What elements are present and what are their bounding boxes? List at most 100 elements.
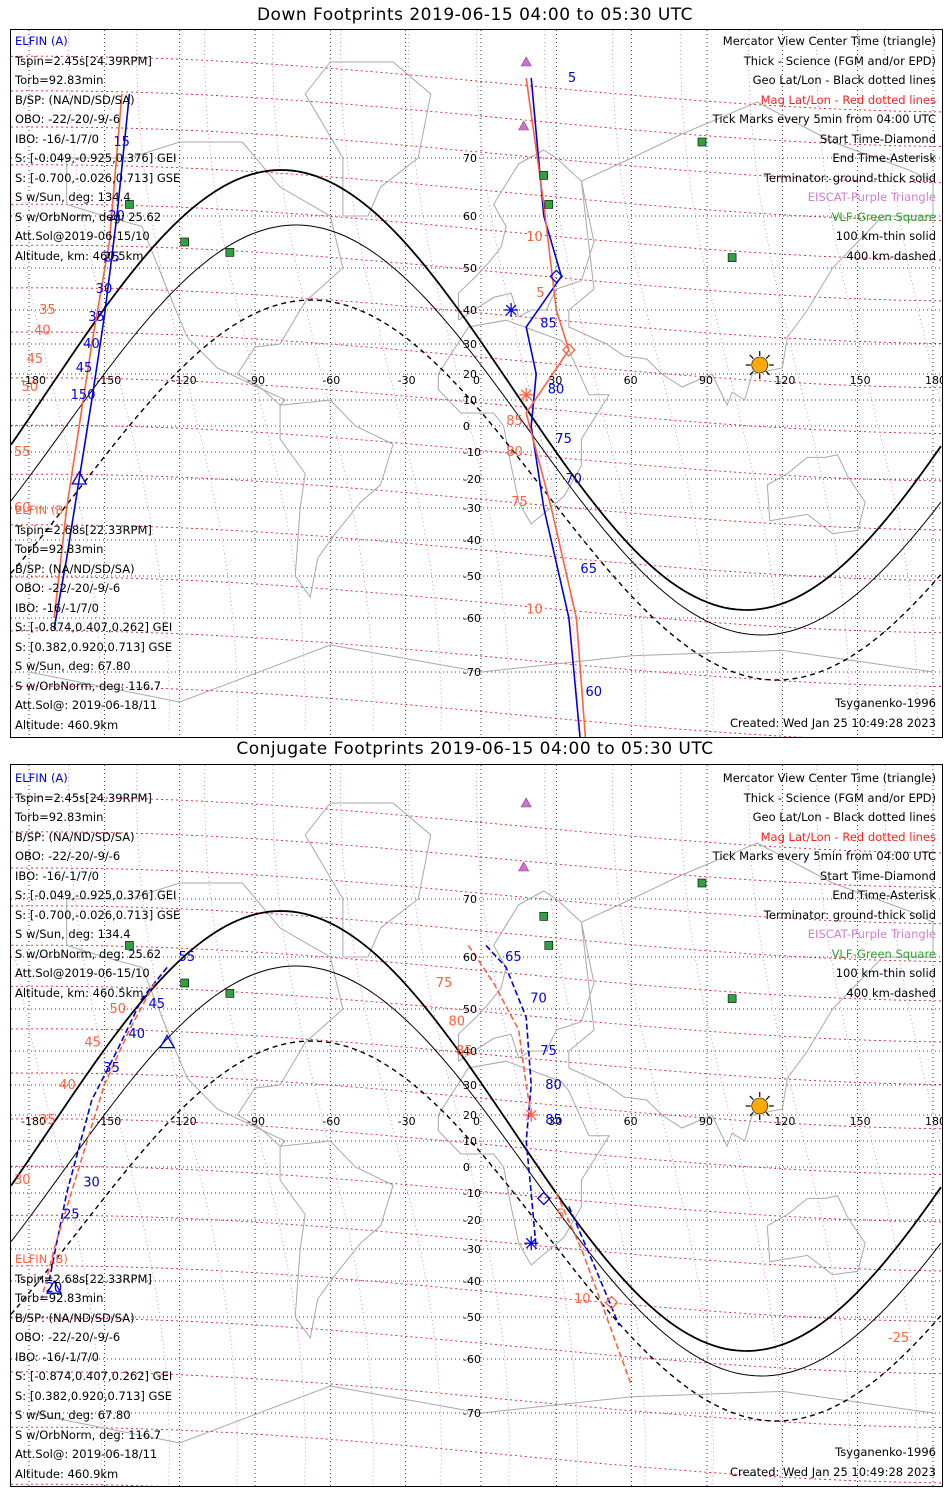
- mag-parallel: [11, 331, 942, 389]
- elfin-b-tick: 60: [14, 501, 31, 516]
- elfin-a-tick: 15: [113, 135, 130, 150]
- legend-item: 400 km-dashed: [846, 985, 936, 1000]
- mag-parallel: [11, 524, 942, 581]
- end-asterisk-icon: [505, 304, 517, 316]
- elfin-b-tick: 35: [39, 303, 56, 318]
- info-line: IBO: -16/-1/7/0: [15, 131, 99, 146]
- elfin-b-track: [53, 93, 123, 619]
- coastline: [66, 882, 344, 1147]
- mag-meridian: [340, 765, 442, 1486]
- mag-parallel: [11, 1118, 942, 1175]
- info-line: Altitude: 460.9km: [15, 717, 119, 732]
- lon-label: 30: [548, 1115, 562, 1128]
- info-line: S w/OrbNorm, deg: 116.7: [15, 1427, 162, 1442]
- info-line: IBO: -16/-1/7/0: [15, 868, 99, 883]
- elfin-a-tick: 65: [505, 950, 522, 965]
- mag-parallel: [11, 867, 942, 925]
- elfin-a-track: [53, 93, 131, 629]
- elfin-b-tick: 75: [436, 976, 453, 991]
- lon-label: -30: [398, 374, 416, 387]
- lon-label: -30: [398, 1115, 416, 1128]
- vlf-square-icon: [180, 978, 189, 988]
- mag-parallel: [11, 1214, 942, 1272]
- lat-label: -70: [463, 1407, 481, 1420]
- mag-meridian: [748, 765, 850, 1486]
- mag-meridian: [11, 187, 102, 731]
- mag-meridian: [408, 30, 510, 731]
- mag-parallel: [11, 1072, 942, 1130]
- vlf-square-icon: [180, 237, 189, 247]
- coastline: [28, 644, 934, 703]
- mag-parallel: [11, 126, 942, 184]
- lat-label: -10: [463, 446, 481, 459]
- terminator-lines: [11, 169, 942, 681]
- legend: Mercator View Center Time (triangle) Thic…: [713, 769, 936, 1003]
- info-line: B/SP: (NA/ND/SD/SA): [15, 92, 135, 107]
- lat-label: -40: [463, 1275, 481, 1288]
- elfin-b-tick: 80: [448, 1015, 465, 1030]
- mag-parallel: [11, 287, 942, 344]
- info-line: Torb=92.83min: [15, 1291, 104, 1305]
- info-line: B/SP: (NA/ND/SD/SA): [15, 829, 135, 844]
- legend: Mercator View Center Time (triangle) Thic…: [713, 32, 936, 266]
- elfin-b-name: ELFIN (B): [15, 503, 68, 517]
- mag-meridian: [136, 765, 238, 1486]
- satellite-tracks: [40, 944, 633, 1387]
- mag-parallel: [11, 244, 942, 302]
- eiscat-triangle-icon: [520, 56, 532, 67]
- lon-label: -60: [322, 374, 340, 387]
- lon-label: 150: [850, 1115, 871, 1128]
- panel-title: Conjugate Footprints 2019-06-15 04:00 to…: [236, 739, 714, 759]
- lat-label: -30: [463, 502, 481, 515]
- elfin-b-tick: 35: [39, 1113, 56, 1128]
- sun-ray: [765, 1111, 771, 1117]
- terminator-400km: [11, 299, 942, 681]
- coastline: [568, 842, 934, 1148]
- lat-label: 50: [463, 1003, 477, 1016]
- coastline: [304, 61, 432, 217]
- end-asterisk-icon: [525, 1237, 537, 1249]
- lat-label: 20: [463, 368, 477, 381]
- mag-meridian: [340, 30, 442, 731]
- vlf-square-icon: [125, 941, 134, 950]
- mag-parallel: [11, 944, 942, 1002]
- lat-label: -60: [463, 1353, 481, 1366]
- lon-label: 180: [925, 1115, 942, 1128]
- sun-ray: [765, 370, 771, 376]
- start-diamond-icon: [561, 343, 576, 357]
- coastline: [28, 1385, 934, 1444]
- lon-label: -180: [21, 1115, 46, 1128]
- coastline: [766, 1195, 866, 1276]
- sun-icon: [745, 351, 774, 379]
- elfin-a-tick: 35: [88, 310, 105, 325]
- start-diamond-icon: [604, 1295, 619, 1310]
- terminator-100km: [11, 224, 942, 636]
- vlf-square-icon: [225, 989, 235, 998]
- info-line: OBO: -22/-20/-9/-6: [15, 849, 121, 863]
- track-tick-labels: 5545403530252065707580855045403530758085…: [14, 950, 909, 1346]
- info-line: S: [-0.700,-0.026,0.713] GSE: [15, 907, 181, 922]
- satellite-tracks: [53, 77, 587, 737]
- elfin-a-tick: 75: [540, 1044, 557, 1059]
- legend-item: 400 km-dashed: [846, 248, 936, 263]
- elfin-a-tick: 20: [46, 1281, 63, 1296]
- lat-label: 30: [463, 338, 477, 351]
- lon-label: -180: [21, 374, 46, 387]
- mag-meridian: [612, 30, 714, 731]
- mag-meridian: [204, 765, 306, 1486]
- elfin-b-tick: 80: [506, 445, 523, 460]
- lat-label: -20: [463, 1214, 481, 1227]
- mag-parallel: [11, 1371, 942, 1428]
- mag-meridian: [544, 30, 646, 731]
- lat-label: 10: [463, 1135, 477, 1148]
- panel-title: Down Footprints 2019-06-15 04:00 to 05:3…: [256, 5, 694, 25]
- terminator-400km: [11, 1040, 942, 1422]
- elfin-a-tick: 65: [580, 562, 597, 577]
- info-line: S w/Sun, deg: 134.4: [15, 927, 131, 941]
- mag-grid: [11, 765, 942, 1486]
- lat-label: 20: [463, 1109, 477, 1122]
- legend-item: End Time-Asterisk: [832, 888, 936, 902]
- info-line: Torb=92.83min: [15, 542, 104, 556]
- map-panel-conjugate: -180 -150 -120 -90 -60 -30 0 30 60 90 120 150 180 70 6…: [10, 764, 943, 1487]
- sun-ray: [749, 1095, 754, 1101]
